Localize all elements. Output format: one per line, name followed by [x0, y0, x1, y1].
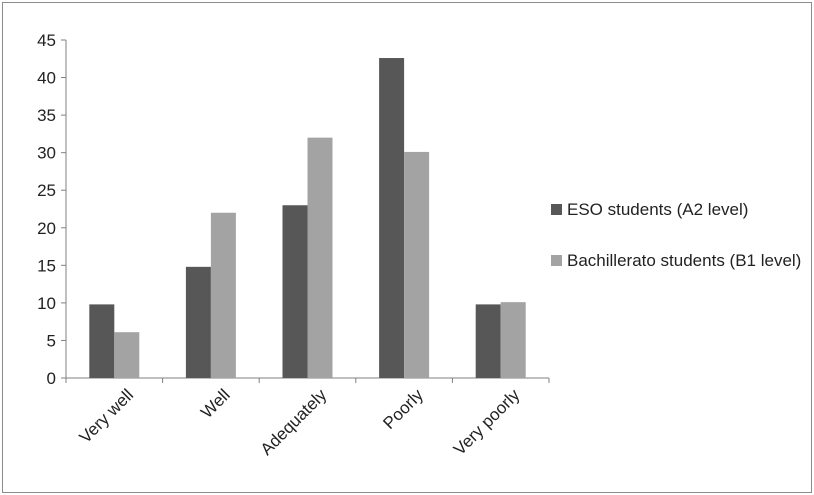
bar-chart: 0 5 10 15 20 25 30 35 40 45 Very well Well Adequate… [37, 31, 550, 459]
y-tick-label: 45 [37, 31, 56, 50]
y-tick-label: 20 [37, 219, 56, 238]
y-tick-label: 40 [37, 69, 56, 88]
legend-item-eso: ESO students (A2 level) [551, 199, 811, 220]
x-axis-labels: Very well Well Adequately Poorly Very poorly [76, 385, 524, 459]
y-tick-label: 5 [47, 331, 56, 350]
y-axis-ticks: 0 5 10 15 20 25 30 35 40 45 [37, 31, 66, 388]
chart-bars [89, 58, 526, 378]
legend-swatch-bachillerato [551, 255, 562, 266]
x-category-label: Very poorly [450, 385, 524, 459]
bar-bachillerato [307, 137, 333, 378]
bar-bachillerato [114, 332, 140, 378]
y-tick-label: 35 [37, 106, 56, 125]
x-category-label: Adequately [257, 385, 331, 459]
y-tick-label: 30 [37, 144, 56, 163]
bar-eso [89, 304, 115, 378]
x-category-label: Very well [76, 385, 138, 447]
bar-eso [282, 205, 308, 378]
y-tick-label: 10 [37, 294, 56, 313]
y-tick-label: 0 [47, 369, 56, 388]
legend-swatch-eso [551, 204, 562, 215]
legend-label-bachillerato: Bachillerato students (B1 level) [567, 251, 802, 270]
legend-label-eso: ESO students (A2 level) [567, 200, 749, 219]
bar-bachillerato [500, 302, 526, 378]
bar-eso [379, 58, 405, 378]
bar-eso [475, 304, 501, 378]
y-tick-label: 15 [37, 256, 56, 275]
bar-bachillerato [404, 151, 430, 378]
bar-eso [185, 266, 211, 378]
bar-bachillerato [210, 212, 236, 378]
y-tick-label: 25 [37, 181, 56, 200]
x-category-label: Well [197, 385, 234, 422]
legend-item-bachillerato: Bachillerato students (B1 level) [551, 250, 811, 271]
chart-legend: ESO students (A2 level) Bachillerato stu… [551, 199, 811, 301]
x-category-label: Poorly [379, 385, 427, 433]
